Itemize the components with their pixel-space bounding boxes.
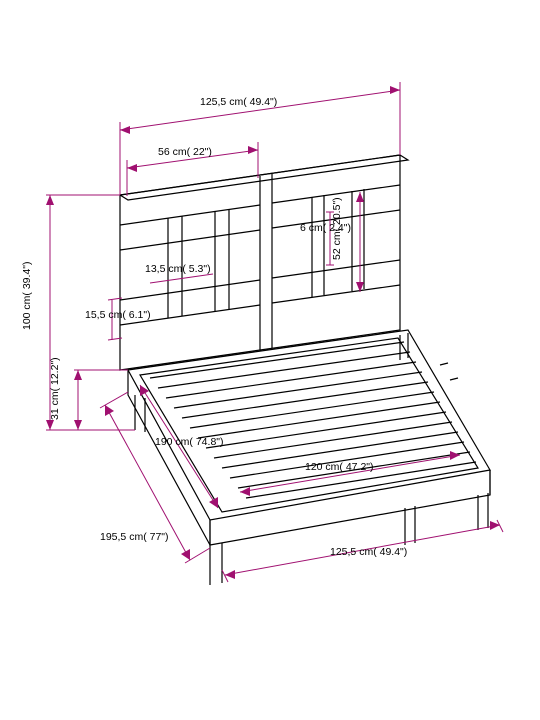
dim-label: 13,5 cm( 5.3") xyxy=(145,263,211,275)
dim-panel-width: 56 cm( 22") xyxy=(127,142,258,196)
dim-label: 52 cm( 20.5") xyxy=(331,197,343,260)
dim-bottom-width: 125,5 cm( 49.4") xyxy=(222,520,503,582)
dim-label: 100 cm( 39.4") xyxy=(21,261,33,330)
dim-label: 31 cm( 12.2") xyxy=(49,357,61,420)
dim-inner-w: 120 cm( 47.2") xyxy=(240,451,460,496)
dim-label: 125,5 cm( 49.4") xyxy=(200,96,277,108)
dim-label: 15,5 cm( 6.1") xyxy=(85,309,151,321)
dim-label: 190 cm( 74.8") xyxy=(155,436,224,448)
dim-label: 6 cm( 2.4") xyxy=(300,222,351,234)
dim-outer-len: 195,5 cm( 77") xyxy=(100,392,210,563)
dim-label: 195,5 cm( 77") xyxy=(100,531,169,543)
dim-inner-len: 190 cm( 74.8") xyxy=(140,385,224,508)
dim-label: 56 cm( 22") xyxy=(158,146,212,158)
dim-label: 125,5 cm( 49.4") xyxy=(330,546,407,558)
dim-label: 120 cm( 47.2") xyxy=(305,461,374,473)
dim-side-h: 31 cm( 12.2") xyxy=(49,357,128,430)
dim-head-inner: 52 cm( 20.5") xyxy=(331,192,364,292)
dim-slat-h: 15,5 cm( 6.1") xyxy=(85,298,151,340)
dim-slat-w: 13,5 cm( 5.3") xyxy=(145,263,213,283)
